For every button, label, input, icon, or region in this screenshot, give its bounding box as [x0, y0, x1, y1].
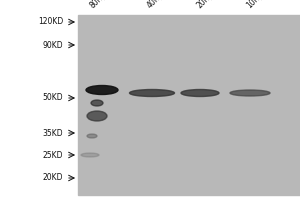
Ellipse shape	[81, 153, 99, 157]
Text: 90KD: 90KD	[42, 40, 63, 49]
Ellipse shape	[130, 90, 175, 97]
Text: 20ng: 20ng	[195, 0, 215, 10]
Ellipse shape	[87, 111, 107, 121]
Text: 10ng: 10ng	[245, 0, 265, 10]
Ellipse shape	[230, 90, 270, 96]
Text: 20KD: 20KD	[43, 173, 63, 182]
Text: 35KD: 35KD	[42, 129, 63, 138]
Ellipse shape	[91, 100, 103, 106]
Bar	[78, 15, 300, 195]
Text: 40ng: 40ng	[145, 0, 165, 10]
Ellipse shape	[87, 134, 97, 138]
Ellipse shape	[181, 90, 219, 97]
Text: 120KD: 120KD	[38, 18, 63, 26]
Text: 80ng: 80ng	[88, 0, 108, 10]
Ellipse shape	[86, 86, 118, 95]
Text: 25KD: 25KD	[43, 150, 63, 160]
Text: 50KD: 50KD	[42, 94, 63, 102]
